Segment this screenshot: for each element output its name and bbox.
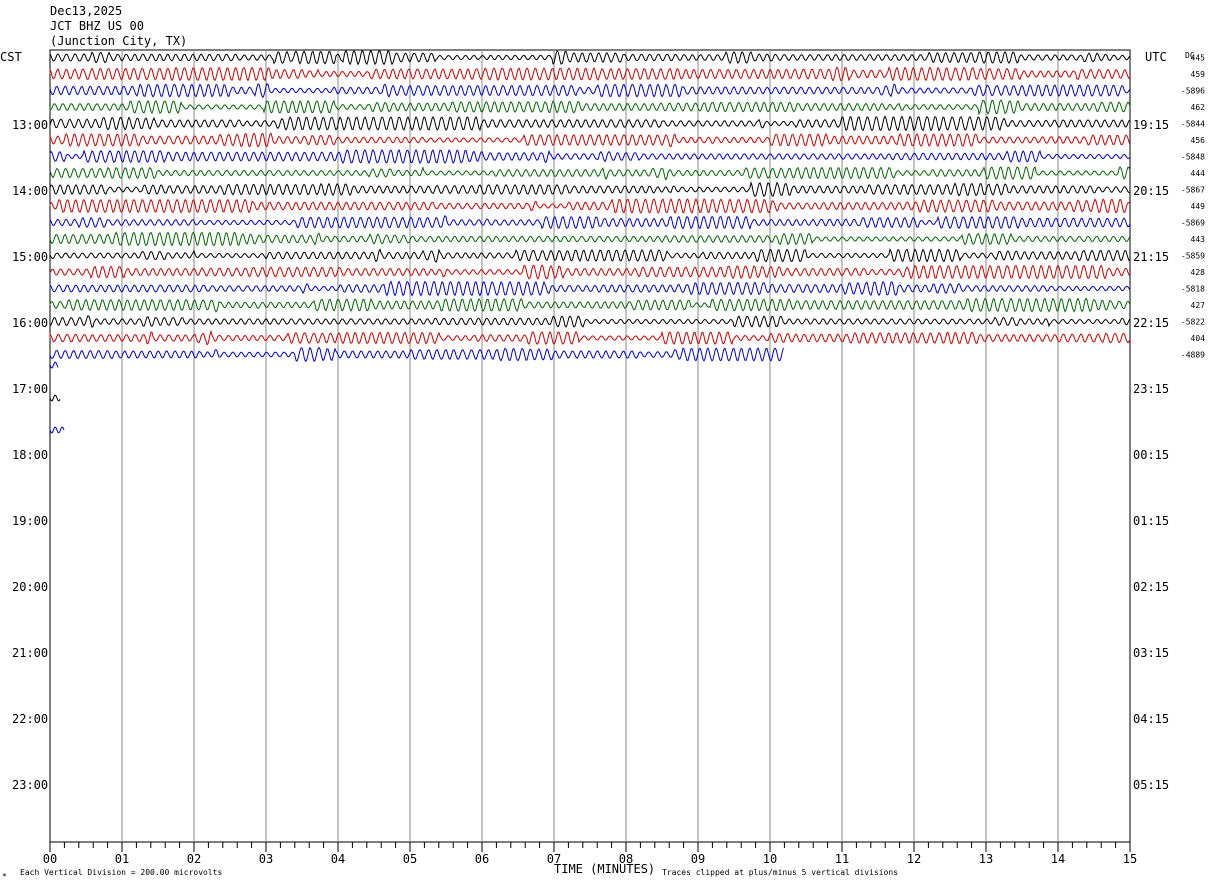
right-hour-label: 04:15 (1133, 712, 1169, 726)
x-tick-label: 15 (1123, 852, 1137, 866)
dc-offset-label: -5822 (1181, 318, 1205, 327)
x-tick-label: 04 (331, 852, 345, 866)
seismic-trace (49, 264, 1131, 281)
left-hour-label: 19:00 (12, 514, 48, 528)
seismic-trace (49, 297, 1131, 313)
x-tick-label: 13 (979, 852, 993, 866)
left-hour-label: 17:00 (12, 382, 48, 396)
station-code: JCT BHZ US 00 (50, 19, 144, 33)
seismic-trace (49, 231, 1131, 247)
utc-label: UTC (1145, 50, 1167, 64)
seismic-trace (49, 83, 1131, 99)
clip-note: Traces clipped at plus/minus 5 vertical … (662, 868, 898, 877)
dc-offset-label: -4889 (1181, 351, 1205, 360)
right-hour-label: 20:15 (1133, 184, 1169, 198)
seismic-trace-segment (49, 361, 59, 369)
x-axis-title: TIME (MINUTES) (554, 862, 655, 876)
x-tick-label: 08 (619, 852, 633, 866)
right-hour-label: 19:15 (1133, 118, 1169, 132)
seismic-trace (49, 214, 1131, 230)
x-tick-label: 10 (763, 852, 777, 866)
dc-offset-label: -5869 (1181, 219, 1205, 228)
right-hour-label: 01:15 (1133, 514, 1169, 528)
right-hour-label: 21:15 (1133, 250, 1169, 264)
x-tick-label: 03 (259, 852, 273, 866)
seismic-trace (49, 280, 1131, 297)
right-hour-label: 03:15 (1133, 646, 1169, 660)
seismic-trace (49, 49, 1131, 66)
left-hour-label: 21:00 (12, 646, 48, 660)
dc-offset-label: 459 (1191, 70, 1206, 79)
plot-date: Dec13,2025 (50, 4, 123, 18)
left-hour-label: 20:00 (12, 580, 48, 594)
dc-offset-label: -5867 (1181, 186, 1205, 195)
left-hour-label: 23:00 (12, 778, 48, 792)
seismic-trace (49, 132, 1131, 148)
station-location: (Junction City, TX) (50, 34, 188, 48)
seismic-trace (49, 329, 1131, 346)
seismic-trace (49, 346, 785, 363)
dc-offset-label: 445 (1191, 54, 1206, 63)
x-tick-label: 05 (403, 852, 417, 866)
corner-mark: * (2, 872, 7, 881)
dc-offset-label: 443 (1191, 235, 1206, 244)
dc-offset-label: 456 (1191, 136, 1206, 145)
left-hour-label: 14:00 (12, 184, 48, 198)
seismic-trace (49, 248, 1131, 264)
left-hour-label: 18:00 (12, 448, 48, 462)
seismic-trace-segment (49, 426, 65, 434)
seismic-trace (49, 197, 1131, 215)
left-hour-label: 22:00 (12, 712, 48, 726)
x-tick-label: 09 (691, 852, 705, 866)
x-tick-label: 12 (907, 852, 921, 866)
right-hour-label: 05:15 (1133, 778, 1169, 792)
right-hour-label: 23:15 (1133, 382, 1169, 396)
seismic-trace (49, 315, 1131, 328)
left-hour-label: 15:00 (12, 250, 48, 264)
dc-offset-label: 428 (1191, 268, 1206, 277)
scale-note: Each Vertical Division = 200.00 microvol… (20, 868, 222, 877)
x-tick-label: 14 (1051, 852, 1065, 866)
dc-label: DC (1185, 51, 1195, 60)
x-tick-label: 01 (115, 852, 129, 866)
left-hour-label: 16:00 (12, 316, 48, 330)
right-hour-label: 00:15 (1133, 448, 1169, 462)
seismic-trace (49, 66, 1131, 82)
dc-offset-label: -5896 (1181, 87, 1205, 96)
dc-offset-label: 444 (1191, 169, 1206, 178)
x-tick-label: 07 (547, 852, 561, 866)
left-hour-label: 13:00 (12, 118, 48, 132)
dc-offset-label: 449 (1191, 202, 1206, 211)
x-tick-label: 11 (835, 852, 849, 866)
dc-offset-label: -5844 (1181, 120, 1205, 129)
dc-offset-label: -5818 (1181, 285, 1205, 294)
seismic-trace (49, 166, 1131, 181)
dc-offset-label: 427 (1191, 301, 1206, 310)
dc-offset-label: 462 (1191, 103, 1206, 112)
right-hour-label: 22:15 (1133, 316, 1169, 330)
dc-offset-label: -5859 (1181, 252, 1205, 261)
cst-label: CST (0, 50, 22, 64)
seismic-trace (49, 99, 1131, 116)
dc-offset-label: 404 (1191, 334, 1206, 343)
x-tick-label: 00 (43, 852, 57, 866)
seismic-trace (49, 115, 1131, 132)
x-tick-label: 06 (475, 852, 489, 866)
seismic-trace-segment (49, 394, 61, 402)
dc-offset-label: -5848 (1181, 153, 1205, 162)
right-hour-label: 02:15 (1133, 580, 1169, 594)
plot-frame (49, 49, 1131, 843)
seismic-trace (49, 148, 1131, 165)
x-tick-label: 02 (187, 852, 201, 866)
seismic-trace (49, 180, 1131, 198)
